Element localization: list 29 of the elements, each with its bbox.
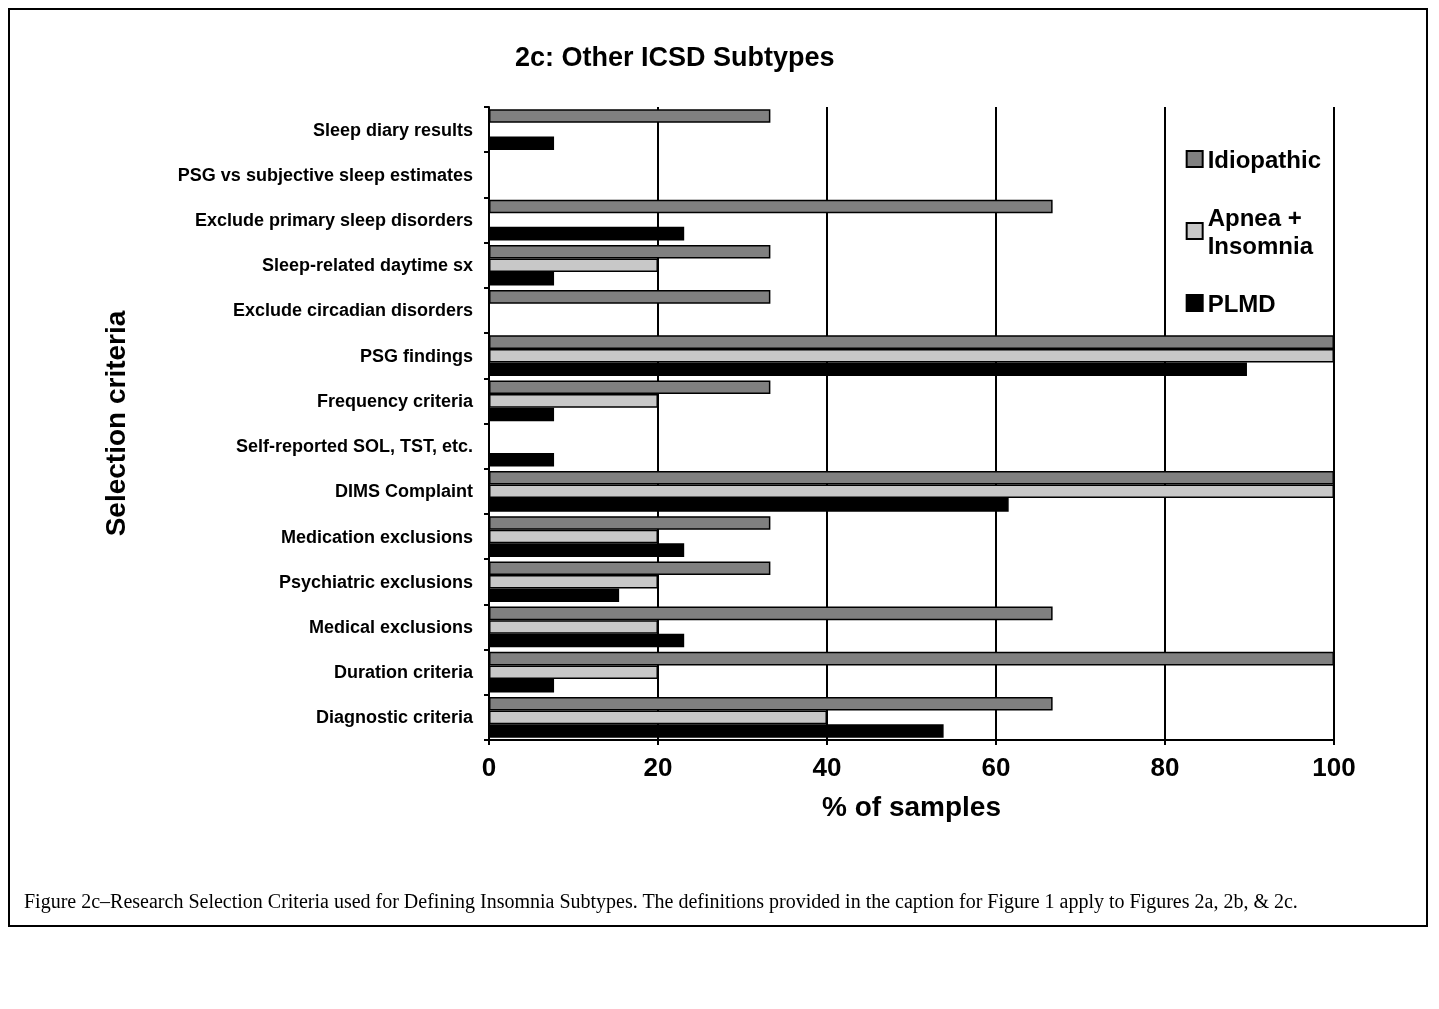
x-tick-label: 60 <box>981 752 1011 782</box>
bar <box>489 136 555 150</box>
x-tick-label: 20 <box>643 752 673 782</box>
legend-label: PLMD <box>1207 289 1276 317</box>
x-tick-label: 0 <box>481 752 497 782</box>
y-tick-label: Medical exclusions <box>308 616 473 637</box>
y-tick-label: Diagnostic criteria <box>315 707 474 728</box>
y-tick-label: Exclude primary sleep disorders <box>194 210 473 231</box>
x-tick-label: 80 <box>1150 752 1180 782</box>
y-axis-title: Selection criteria <box>99 310 131 537</box>
chart-title: 2c: Other ICSD Subtypes <box>515 41 835 72</box>
y-tick-label: PSG vs subjective sleep estimates <box>177 164 473 185</box>
bar <box>489 452 555 467</box>
y-tick-label: Medication exclusions <box>280 526 473 547</box>
legend-label: Apnea + Insomnia <box>1207 203 1314 259</box>
y-tick-label: Duration criteria <box>333 662 474 683</box>
y-tick-label: Psychiatric exclusions <box>278 571 473 592</box>
y-tick-label: PSG findings <box>359 345 473 366</box>
y-tick-label: Frequency criteria <box>316 390 474 411</box>
caption: Figure 2c–Research Selection Criteria used for Defining Insomnia Subtypes. The definitions provided in the caption for Figure 1 apply to Figures 2a, 2b, & 2c. <box>23 890 1299 915</box>
y-tick-label: Sleep-related daytime sx <box>261 255 473 276</box>
y-tick-label: Exclude circadian disorders <box>232 300 473 321</box>
y-tick-label: Sleep diary results <box>312 119 473 140</box>
x-axis-title: % of samples <box>822 790 1001 822</box>
x-tick-label: 100 <box>1312 752 1356 782</box>
legend-label: Idiopathic <box>1207 145 1322 173</box>
x-tick-label: 40 <box>812 752 842 782</box>
y-tick-label: Self-reported SOL, TST, etc. <box>235 436 473 457</box>
y-tick-label: DIMS Complaint <box>335 481 473 502</box>
